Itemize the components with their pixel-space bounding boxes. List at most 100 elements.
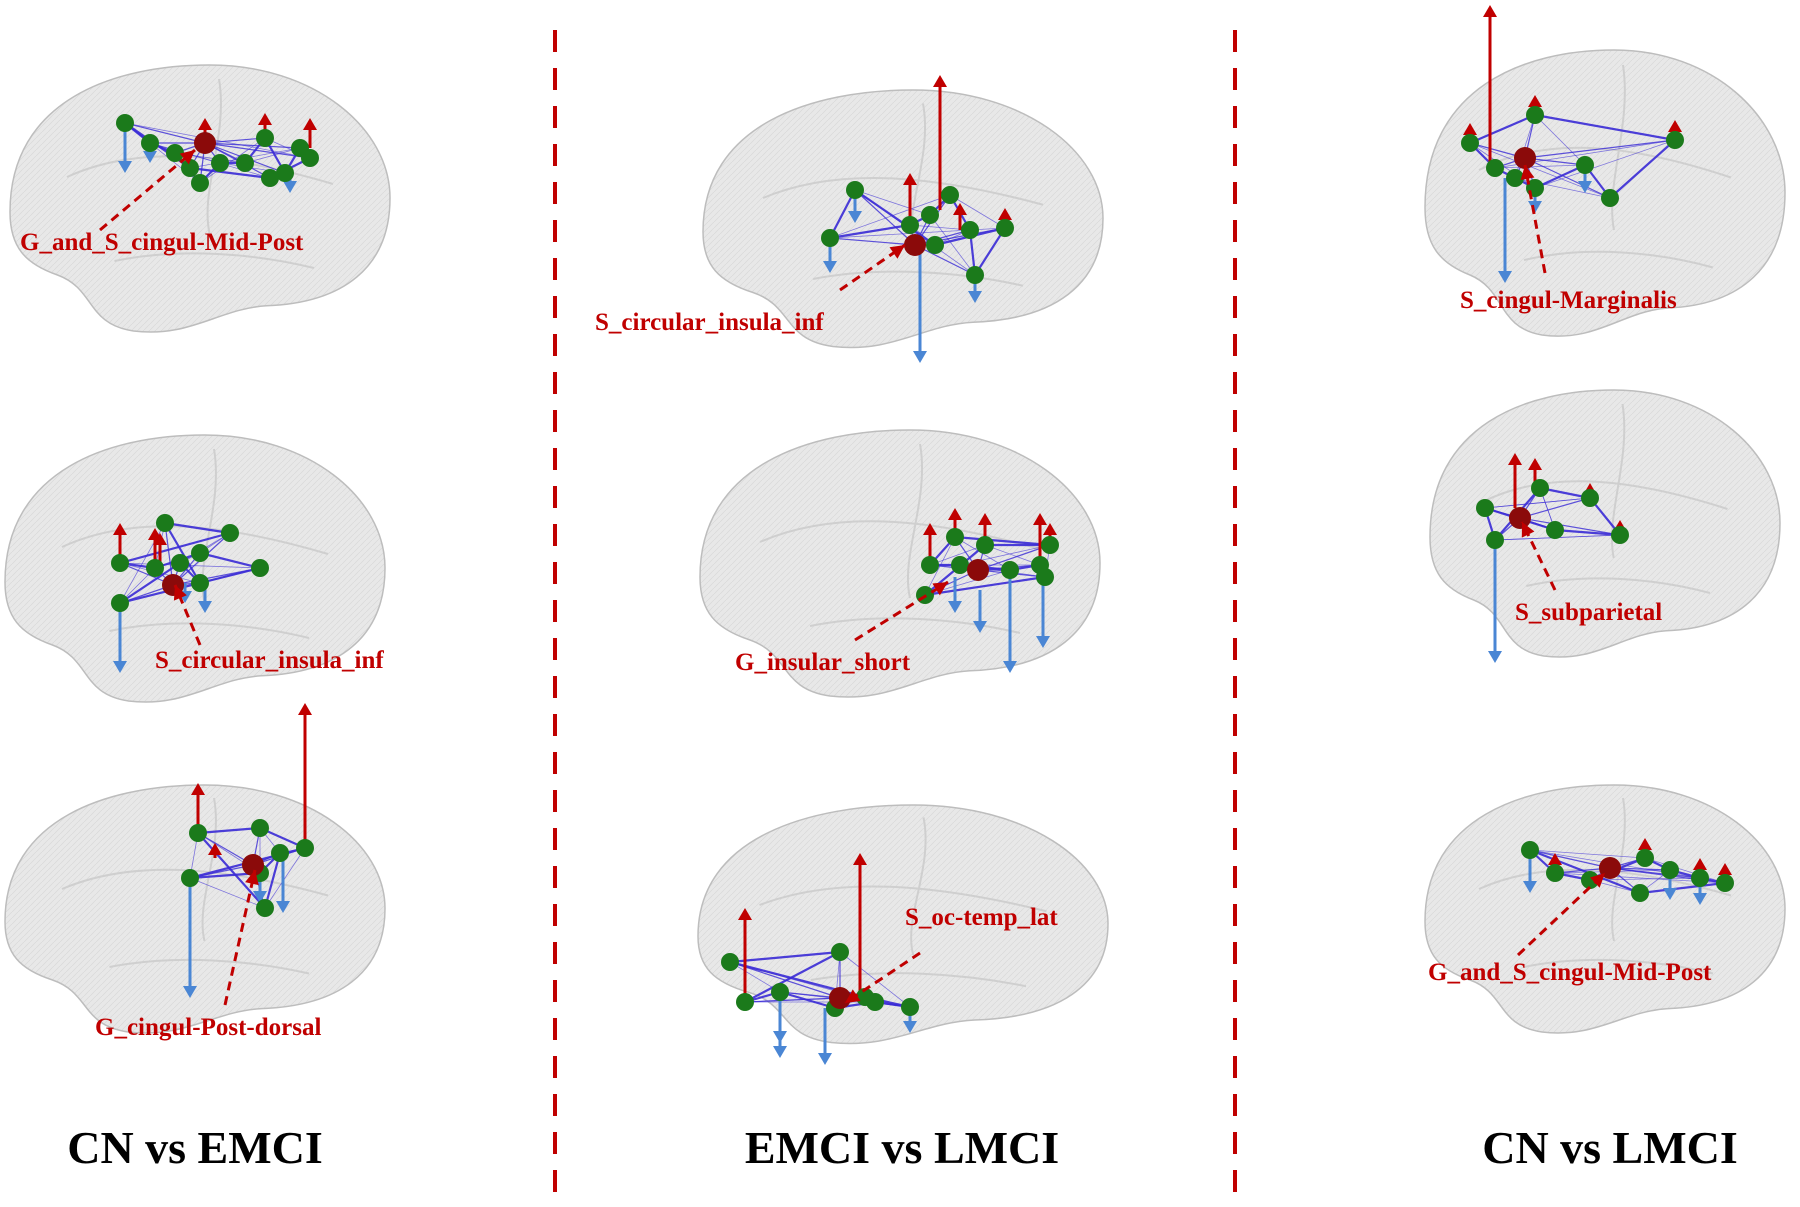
network-node [116,114,134,132]
network-node [221,524,239,542]
decrease-arrowhead [973,621,987,633]
network-edge [1534,139,1676,189]
network-edge [164,521,231,535]
panel-1-0: S_circular_insula_inf [595,75,1104,363]
network-edge [189,877,266,909]
increase-arrowhead [1463,123,1477,135]
network-edge [914,244,976,276]
network-node [166,144,184,162]
increase-arrowhead [298,703,312,715]
network-node [1716,874,1734,892]
network-node [1526,106,1544,124]
brain-medial-view [1424,784,1786,1034]
hub-node [829,987,851,1009]
network-edge [124,122,311,159]
network-edge [949,194,1006,229]
brain-sulcus [759,885,1047,913]
brain-sulcus [906,443,924,599]
decrease-arrowhead [823,261,837,273]
network-edge [1494,164,1586,169]
network-node [181,869,199,887]
region-label: G_and_S_cingul-Mid-Post [20,229,304,256]
network-edge [954,535,1051,547]
network-node [901,998,919,1016]
network-node [1581,489,1599,507]
increase-arrowhead [933,75,947,87]
network-node [271,844,289,862]
network-edge [977,544,1051,571]
increase-arrowhead [1638,838,1652,850]
increase-arrowhead [853,853,867,865]
region-leader-line [223,869,257,1006]
network-node [901,216,919,234]
brain-sulcus [1478,146,1732,179]
region-label: S_circular_insula_inf [155,647,384,674]
brain-sulcus [759,520,1041,550]
network-edge [779,990,836,1010]
increase-arrowhead [1668,120,1682,132]
brain-lateral-view [702,89,1104,349]
panel-1-1: G_insular_short [699,429,1101,698]
decrease-arrowhead [1003,661,1017,673]
decrease-arrowhead [113,661,127,673]
network-edge [1644,857,1726,884]
increase-arrowhead [1483,5,1497,17]
network-edge [829,194,951,239]
network-node [1486,159,1504,177]
network-edge [744,951,841,1003]
decrease-arrowhead [903,1021,917,1033]
region-label: G_insular_short [735,649,911,676]
region-label: S_subparietal [1515,599,1662,626]
increase-arrowhead [903,173,917,185]
column-title-cn-vs-lmci: CN vs LMCI [1482,1122,1738,1173]
network-node [1041,536,1059,554]
network-node [1601,189,1619,207]
hub-node [904,234,926,256]
network-node [1546,864,1564,882]
network-edge [244,147,301,164]
brain-sulcus [109,958,310,975]
network-edge [1534,113,1676,142]
network-edge [164,522,201,584]
decrease-arrowhead [948,601,962,613]
region-leader-line [854,580,949,642]
increase-arrowhead [113,523,127,535]
network-edge [974,227,1006,276]
brain-sulcus [762,177,1044,206]
network-node [921,206,939,224]
region-leader-arrowhead [245,870,259,886]
network-node [301,149,319,167]
region-leader-arrowhead [932,582,948,596]
brain-medial-view [4,784,386,1034]
network-edge [1534,164,1586,189]
region-leader-arrowhead [889,245,905,259]
network-node [1636,849,1654,867]
region-label: G_cingul-Post-dorsal [95,1014,321,1041]
increase-arrowhead [153,533,167,545]
network-node [1661,861,1679,879]
network-node [736,993,754,1011]
network-node [146,559,164,577]
increase-arrowhead [923,523,937,535]
column-title-cn-vs-emci: CN vs EMCI [67,1122,323,1173]
region-leader-arrowhead [179,150,195,165]
brain-sulcus [114,252,315,269]
increase-arrowhead [208,843,222,855]
network-node [946,528,964,546]
increase-arrowhead [1528,95,1542,107]
network-node [1531,479,1549,497]
network-node [846,181,864,199]
network-node [1001,561,1019,579]
decrease-arrowhead [848,211,862,223]
network-node [1486,531,1504,549]
panel-0-2: G_cingul-Post-dorsal [4,703,386,1041]
brain-sulcus [809,617,1021,634]
panel-1-2: S_oc-temp_lat [697,804,1109,1065]
network-node [966,266,984,284]
network-edge [924,575,1046,597]
network-edge [119,531,231,565]
column-title-emci-vs-lmci: EMCI vs LMCI [745,1122,1059,1173]
region-label: G_and_S_cingul-Mid-Post [1428,959,1712,986]
network-node [1576,156,1594,174]
increase-arrowhead [1718,863,1732,875]
